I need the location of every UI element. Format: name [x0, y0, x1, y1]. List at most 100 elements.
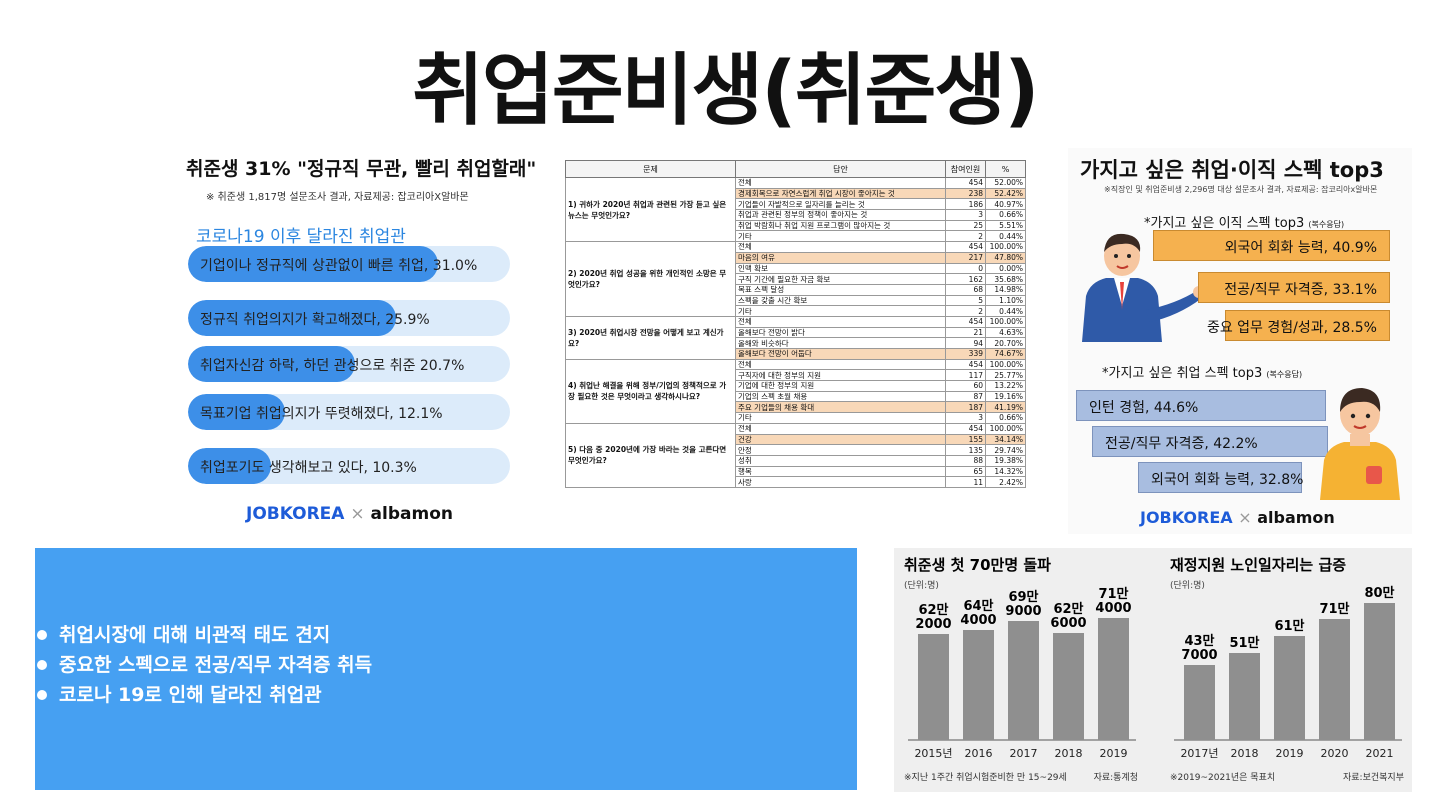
- employment-spec-label: 외국어 회화 능력, 32.8%: [1151, 472, 1304, 488]
- spec-infographic-title: 가지고 싶은 취업·이직 스펙 top3: [1080, 158, 1384, 182]
- employment-heading-text: *가지고 싶은 취업 스펙 top3: [1102, 366, 1263, 381]
- survey-answer: 올해보다 전망이 어둡다: [735, 348, 946, 360]
- bar-chart-value-label: 80만: [1364, 585, 1394, 601]
- bar-chart-bar: [1098, 618, 1129, 740]
- survey-count: 88: [945, 454, 986, 467]
- job-view-bar-fill: [188, 346, 355, 382]
- bar-chart-bar: [1053, 633, 1084, 740]
- infographic-heading: 코로나19 이후 달라진 취업관: [196, 227, 406, 247]
- summary-bullet-list: 취업시장에 대해 비관적 태도 견지 중요한 스펙으로 전공/직무 자격증 취득 코…: [35, 620, 372, 710]
- survey-percent: 1.10%: [985, 294, 1026, 307]
- survey-count: 60: [945, 380, 986, 392]
- survey-answer: 인맥 확보: [735, 262, 946, 275]
- summary-bullet: 코로나 19로 인해 달라진 취업관: [35, 680, 372, 710]
- survey-question: 5) 다음 중 2020년에 가장 바라는 것을 고른다면 무엇인가요?: [565, 422, 736, 488]
- survey-percent: 0.44%: [985, 305, 1026, 317]
- survey-percent: 14.32%: [985, 465, 1026, 478]
- survey-percent: 47.80%: [985, 251, 1026, 264]
- jobkorea-wordmark: JOBKOREA: [1140, 508, 1239, 527]
- job-view-bar-fill: [188, 448, 271, 484]
- survey-answer: 성취: [735, 454, 946, 467]
- survey-row: 구직 기간에 필요한 자금 확보 162 35.68%: [566, 273, 1026, 285]
- survey-answer: 취업과 관련된 정부의 정책이 좋아지는 것: [735, 209, 946, 221]
- survey-answer: 전체: [735, 315, 946, 328]
- logo-times: ×: [1238, 508, 1252, 527]
- job-change-spec-bar: 외국어 회화 능력, 40.9%: [1153, 230, 1390, 261]
- bar-chart-value-label: 62만: [1053, 601, 1083, 617]
- survey-row: 2) 2020년 취업 성공을 위한 개인적인 소망은 무엇인가요? 전체 454 1…: [565, 241, 1026, 317]
- job-change-spec-bar: 중요 업무 경험/성과, 28.5%: [1207, 310, 1390, 341]
- survey-count: 65: [945, 465, 986, 478]
- survey-answer: 사랑: [735, 476, 946, 488]
- job-view-bar-label: 목표기업 취업의지가 뚜렷해졌다, 12.1%: [200, 406, 443, 422]
- job-view-bar-fill: [188, 300, 396, 336]
- bar-chart-category-label: 2017년: [1180, 747, 1218, 760]
- jobkorea-wordmark: JOBKOREA: [246, 504, 351, 524]
- student-illustration-icon: [1320, 388, 1400, 500]
- survey-count: 68: [945, 283, 986, 296]
- bar-chart-category-label: 2017: [1010, 747, 1038, 760]
- bar-chart-value-label: 71만: [1319, 601, 1349, 617]
- survey-count: 135: [945, 444, 986, 456]
- survey-row: 구직자에 대한 정부의 지원 117 25.77%: [566, 369, 1026, 382]
- bar-chart-value-label: 4000: [1095, 601, 1131, 616]
- survey-row: 스펙을 갖출 시간 확보 5 1.10%: [566, 294, 1026, 307]
- bar-chart-bar: [1229, 653, 1260, 740]
- job-view-bar: 취업자신감 하락, 하던 관성으로 취준 20.7%: [188, 346, 510, 382]
- employment-spec-bar: 인턴 경험, 44.6%: [1076, 390, 1326, 421]
- survey-percent: 19.16%: [985, 390, 1026, 403]
- survey-count: 162: [945, 273, 986, 285]
- job-change-heading-text: *가지고 싶은 이직 스펙 top3: [1144, 216, 1305, 231]
- job-view-bar-label: 기업이나 정규직에 상관없이 빠른 취업, 31.0%: [200, 258, 478, 274]
- survey-answer: 안정: [735, 444, 946, 456]
- spec-top3-infographic: 가지고 싶은 취업·이직 스펙 top3 ※직장인 및 취업준비생 2,296명…: [1068, 148, 1412, 534]
- survey-row: 5) 다음 중 2020년에 가장 바라는 것을 고른다면 무엇인가요? 전체 45…: [565, 422, 1026, 488]
- bar-chart-bar: [1319, 619, 1350, 740]
- survey-count: 454: [945, 241, 986, 253]
- survey-row: 성취 88 19.38%: [566, 454, 1026, 467]
- bar-chart-value-label: 64만: [963, 598, 993, 614]
- survey-count: 155: [945, 433, 986, 446]
- bar-chart-unit: (단위:명): [904, 580, 939, 591]
- albamon-wordmark: albamon: [364, 504, 453, 524]
- survey-question: 4) 취업난 해결을 위해 정부/기업의 정책적으로 가장 필요한 것은 무엇이…: [565, 358, 736, 424]
- bar-chart-category-label: 2018: [1055, 747, 1083, 760]
- survey-percent: 0.66%: [985, 412, 1026, 424]
- survey-row: 주요 기업들의 채용 확대 187 41.19%: [566, 401, 1026, 414]
- survey-table: 문제 답안 참여인원% 1) 귀하가 2020년 취업과 관련된 가장 듣고 싶은 …: [565, 160, 1026, 488]
- survey-percent: 2.42%: [985, 476, 1026, 488]
- bar-chart-category-label: 2019: [1100, 747, 1128, 760]
- survey-percent: 41.19%: [985, 401, 1026, 414]
- bar-chart-value-label: 71만: [1098, 586, 1128, 602]
- survey-row: 사랑 11 2.42%: [566, 476, 1026, 488]
- survey-answer: 전체: [735, 422, 946, 435]
- infographic-subtitle: ※ 취준생 1,817명 설문조사 결과, 자료제공: 잡코리아X알바몬: [206, 192, 469, 203]
- employment-spec-bar: 전공/직무 자격증, 42.2%: [1092, 426, 1328, 457]
- summary-bullet: 중요한 스펙으로 전공/직무 자격증 취득: [35, 650, 372, 680]
- survey-row: 목표 스펙 달성 68 14.98%: [566, 283, 1026, 296]
- survey-row: 4) 취업난 해결을 위해 정부/기업의 정책적으로 가장 필요한 것은 무엇이…: [565, 358, 1026, 424]
- survey-answer: 스펙을 갖출 시간 확보: [735, 294, 946, 307]
- job-view-bar-label: 취업자신감 하락, 하던 관성으로 취준 20.7%: [200, 358, 465, 374]
- bar-chart-source: 자료:통계청: [1094, 771, 1138, 783]
- survey-answer: 올해와 비슷하다: [735, 337, 946, 349]
- survey-percent: 14.98%: [985, 283, 1026, 296]
- job-change-spec-bar: 전공/직무 자격증, 33.1%: [1198, 272, 1390, 303]
- employment-heading-note: (복수응답): [1266, 370, 1303, 379]
- survey-answer: 전체: [735, 358, 946, 371]
- survey-count: 2: [945, 230, 986, 243]
- job-change-spec-label: 중요 업무 경험/성과, 28.5%: [1206, 320, 1377, 336]
- survey-answer: 경제회복으로 자연스럽게 취업 시장이 좋아지는 것: [735, 187, 946, 200]
- survey-row: 마음의 여유 217 47.80%: [566, 251, 1026, 264]
- survey-count: 454: [945, 315, 986, 328]
- survey-percent: 20.70%: [985, 337, 1026, 349]
- survey-percent: 0.66%: [985, 209, 1026, 221]
- bar-chart-value-label: 9000: [1005, 604, 1041, 619]
- survey-column-header: 답안: [735, 160, 946, 178]
- bar-chart-bar: [963, 630, 994, 740]
- survey-count: 454: [945, 177, 986, 189]
- survey-row: 올해보다 전망이 어둡다 339 74.67%: [566, 348, 1026, 360]
- bar-chart-bar: [918, 634, 949, 740]
- survey-count: 454: [945, 422, 986, 435]
- survey-row: 기타 3 0.66%: [566, 412, 1026, 424]
